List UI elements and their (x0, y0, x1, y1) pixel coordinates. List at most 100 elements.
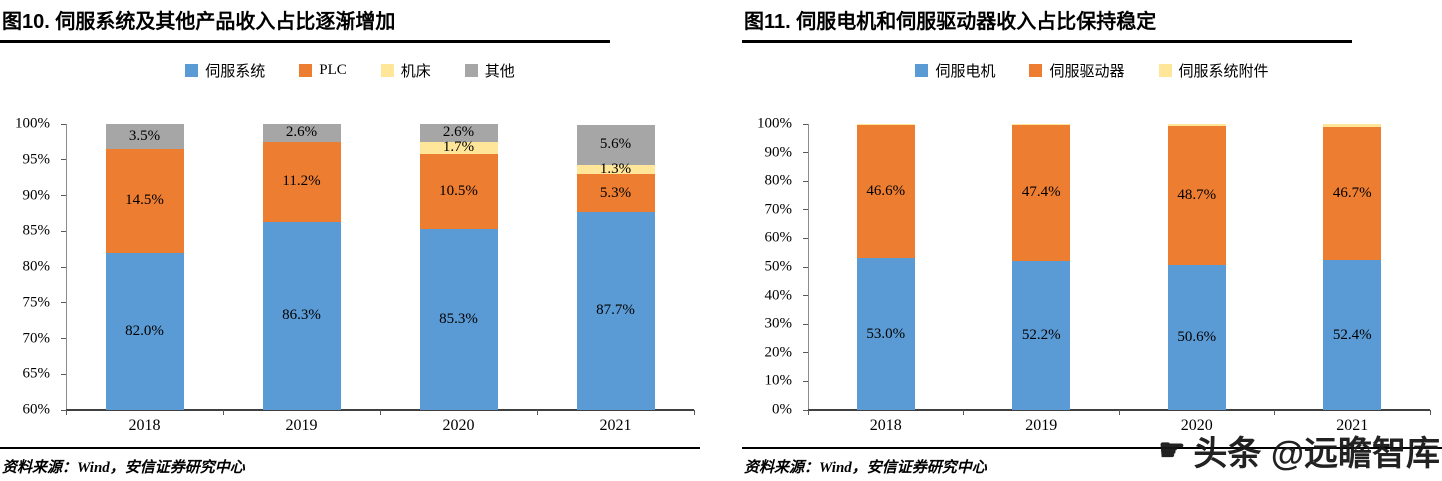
data-label: 3.5% (128, 128, 161, 145)
legend-label: 伺服系统 (205, 64, 266, 80)
bar-segment: 82.0% (105, 252, 184, 410)
data-label: 5.6% (599, 136, 632, 153)
y-tick-mark (803, 209, 808, 211)
figure-10-title-block: 图10. 伺服系统及其他产品收入占比逐渐增加 (0, 5, 610, 43)
x-tick-mark (222, 410, 224, 415)
bar-segment: 10.5% (419, 154, 498, 230)
figure-10-title: 图10. 伺服系统及其他产品收入占比逐渐增加 (2, 11, 396, 33)
y-tick-label: 80% (22, 258, 51, 275)
y-tick-mark (61, 195, 66, 196)
bar-segment: 2.6% (262, 124, 341, 142)
x-tick-label: 2019 (1025, 417, 1058, 434)
y-tick-mark (61, 373, 66, 375)
x-tick-label: 2020 (442, 417, 475, 434)
bar-segment: 86.3% (262, 221, 341, 410)
y-tick-label: 20% (764, 344, 793, 361)
bar-segment: 48.7% (1167, 126, 1226, 266)
x-tick-label: 2019 (285, 417, 318, 434)
y-tick-mark (803, 409, 808, 411)
watermark: ☛ 头条 @远瞻智库 (1158, 426, 1440, 475)
x-tick-mark (807, 410, 809, 415)
y-tick-mark (803, 123, 808, 125)
data-label: 1.7% (442, 139, 475, 156)
y-tick-label: 10% (764, 372, 793, 389)
y-tick-label: 30% (764, 315, 793, 332)
data-label: 46.7% (1332, 184, 1372, 201)
legend-item: 其他 (464, 60, 515, 81)
bar-segment (856, 124, 915, 126)
y-tick-mark (803, 152, 808, 154)
bar-2018: 53.0% 46.6% (856, 124, 915, 410)
data-label: 46.6% (866, 183, 906, 200)
bar-2020: 85.3% 10.5% 1.7% 2.6% (419, 124, 498, 410)
data-label: 5.3% (599, 184, 632, 201)
x-tick-label: 2021 (599, 417, 632, 434)
y-tick-mark (803, 323, 808, 325)
bar-2021: 52.4% 46.7% (1323, 124, 1382, 410)
data-label: 48.7% (1177, 187, 1217, 204)
watermark-text: 头条 @远瞻智库 (1193, 435, 1440, 473)
data-label: 52.2% (1021, 326, 1061, 343)
bar-segment: 47.4% (1012, 125, 1071, 261)
data-label: 86.3% (282, 307, 321, 324)
bar-2019: 86.3% 11.2% 2.6% (262, 124, 341, 410)
legend-item: 机床 (380, 60, 431, 81)
figure-10-plot-area: 82.0% 14.5% 3.5% 86.3% 11.2% 2.6% 85.3% 10.5% 1.… (61, 123, 695, 415)
bar-2019: 52.2% 47.4% (1012, 124, 1071, 410)
figure-10-x-axis: 2018 2019 2020 2021 (66, 417, 694, 435)
bar-segment: 2.6% (419, 124, 498, 142)
y-tick-label: 90% (22, 187, 51, 203)
data-label: 10.5% (439, 183, 478, 200)
data-label: 85.3% (439, 311, 478, 328)
legend-label: 机床 (400, 64, 431, 80)
y-tick-mark (803, 180, 808, 182)
legend-item: 伺服系统附件 (1158, 60, 1269, 81)
data-label: 11.2% (282, 173, 321, 190)
y-tick-mark (803, 295, 808, 297)
bar-segment: 11.2% (262, 141, 341, 222)
x-tick-mark (963, 410, 964, 415)
legend-swatch (185, 64, 199, 77)
y-tick-label: 95% (22, 151, 51, 168)
y-tick-label: 80% (764, 172, 793, 189)
x-tick-label: 2021 (1336, 417, 1369, 434)
figure-10-source-note: 资料来源：Wind，安信证券研究中心 (0, 447, 700, 477)
figure-10-legend: 伺服系统 PLC 机床 其他 (0, 60, 700, 81)
data-label: 82.0% (125, 322, 164, 339)
bar-segment: 14.5% (105, 149, 184, 253)
bar-segment: 5.3% (576, 174, 655, 212)
bar-segment: 87.7% (576, 211, 655, 410)
data-label: 14.5% (125, 192, 164, 209)
y-tick-mark (803, 266, 808, 268)
y-tick-label: 100% (15, 115, 50, 132)
figure-11-x-axis: 2018 2019 2020 2021 (808, 417, 1430, 435)
legend-item: PLC (299, 60, 347, 81)
data-label: 52.4% (1332, 326, 1372, 343)
figure-11-title: 图11. 伺服电机和伺服驱动器收入占比保持稳定 (744, 11, 1157, 33)
y-tick-mark (61, 266, 66, 268)
bar-segment: 85.3% (419, 229, 498, 410)
bar-segment (1012, 124, 1071, 126)
bar-segment: 3.5% (105, 124, 184, 150)
bar-segment: 46.6% (856, 125, 915, 259)
y-tick-mark (803, 352, 808, 354)
bar-segment: 53.0% (856, 258, 915, 410)
y-tick-label: 50% (764, 258, 793, 275)
data-label: 50.6% (1177, 329, 1217, 346)
data-label: 53.0% (866, 325, 906, 342)
legend-label: 伺服驱动器 (1049, 64, 1125, 80)
x-tick-mark (1274, 410, 1275, 415)
y-tick-mark (803, 380, 808, 382)
figure-11-y-axis: 100% 90% 80% 70% 60% 50% 40% 30% 20% 10% 0% (742, 116, 800, 418)
x-tick-mark (65, 410, 67, 415)
y-tick-mark (61, 123, 66, 125)
x-tick-label: 2018 (128, 417, 161, 434)
y-axis-line (808, 124, 809, 410)
y-tick-label: 85% (22, 222, 51, 239)
legend-swatch (380, 64, 394, 77)
bar-segment: 1.3% (576, 161, 655, 176)
figure-11-plot-area: 53.0% 46.6% 52.2% 47.4% 50.6% 48.7% 52.4% 46.7% (803, 123, 1431, 415)
figure-10-y-axis: 100% 95% 90% 85% 80% 75% 70% 65% 60% (0, 116, 58, 418)
y-tick-label: 90% (764, 144, 793, 161)
y-tick-label: 60% (22, 401, 51, 418)
